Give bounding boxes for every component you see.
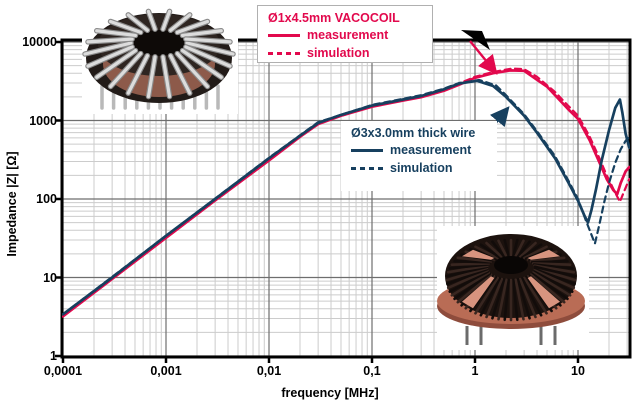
thick-wire-inductor-photo [437,226,589,350]
x-tick-label: 1 [471,364,479,378]
y-tick-label: 10 [43,270,57,285]
legend-thick-wire-title: Ø3x3.0mm thick wire [351,126,476,140]
y-tick-label: 1 [50,349,57,363]
legend-thick-wire: Ø3x3.0mm thick wire measurement simulati… [341,121,497,191]
measurement-label: measurement [307,28,389,42]
y-tick-label: 10000 [22,35,57,49]
simulation-label: simulation [390,161,453,175]
x-tick-label: 10 [571,364,585,378]
legend-vacocoil: Ø1x4.5mm VACOCOIL measurement simulation [257,5,433,63]
vacocoil-inductor-photo [82,4,238,114]
measurement-line-sample [268,33,300,37]
x-tick-label: 0,001 [150,364,182,378]
legend-vacocoil-simulation-row: simulation [268,44,426,62]
x-tick-label: 0,0001 [43,364,83,378]
measurement-line-sample [351,148,383,152]
legend-callout-triangle [461,30,490,50]
measurement-label: measurement [390,143,472,157]
simulation-line-sample [268,51,300,55]
legend-vacocoil-measurement-row: measurement [268,26,426,44]
x-tick-label: 0,01 [256,364,282,378]
y-tick-label: 1000 [29,113,57,128]
y-tick-label: 100 [36,192,57,206]
x-axis-title: frequency [MHz] [281,386,379,400]
y-axis-title: Impedance |Z| [Ω] [5,151,19,257]
simulation-line-sample [351,166,383,170]
x-tick-label: 0,1 [363,364,381,378]
simulation-label: simulation [307,46,370,60]
vacocoil-arrow [469,40,498,75]
impedance-curves [62,67,630,318]
legend-vacocoil-title: Ø1x4.5mm VACOCOIL [268,11,400,25]
legend-thick-wire-simulation-row: simulation [351,159,491,177]
legend-thick-wire-measurement-row: measurement [351,141,491,159]
